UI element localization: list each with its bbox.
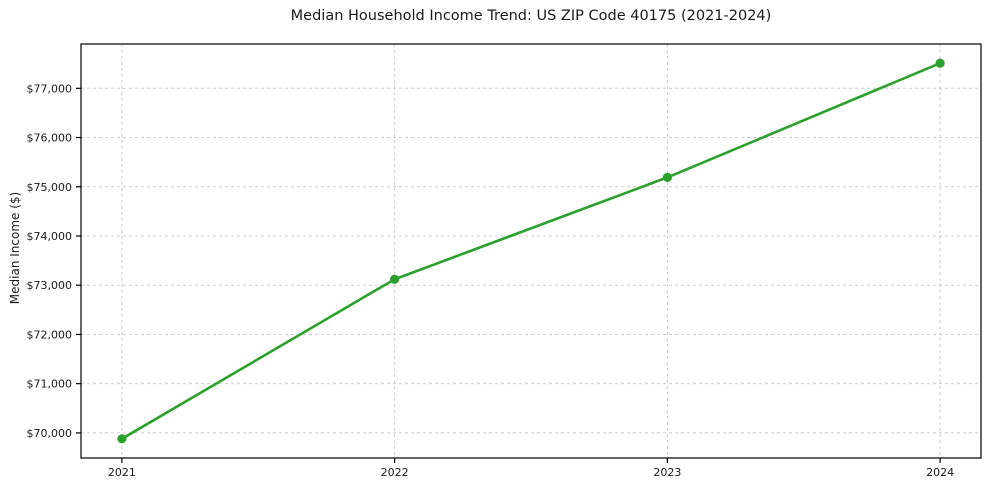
data-point-marker [117, 434, 127, 444]
data-point-marker [935, 58, 945, 68]
y-tick-label: $75,000 [27, 181, 73, 194]
y-tick-label: $74,000 [27, 230, 73, 243]
x-tick-label: 2022 [381, 466, 409, 479]
data-point-marker [662, 172, 673, 182]
x-tick-label: 2023 [653, 466, 681, 479]
plot-border [80, 43, 982, 459]
income-trend-line [120, 61, 942, 441]
y-tick-label: $71,000 [27, 378, 73, 391]
y-tick-label: $76,000 [27, 132, 73, 145]
y-tick-label: $73,000 [27, 279, 73, 292]
data-point-marker [390, 274, 400, 284]
y-tick-label: $72,000 [27, 328, 73, 341]
y-tick-label: $77,000 [27, 82, 73, 95]
chart-title: Median Household Income Trend: US ZIP Co… [290, 8, 772, 24]
x-tick-label: 2021 [108, 466, 136, 479]
y-tick-label: $70,000 [27, 427, 73, 440]
x-tick-label: 2024 [926, 466, 954, 479]
